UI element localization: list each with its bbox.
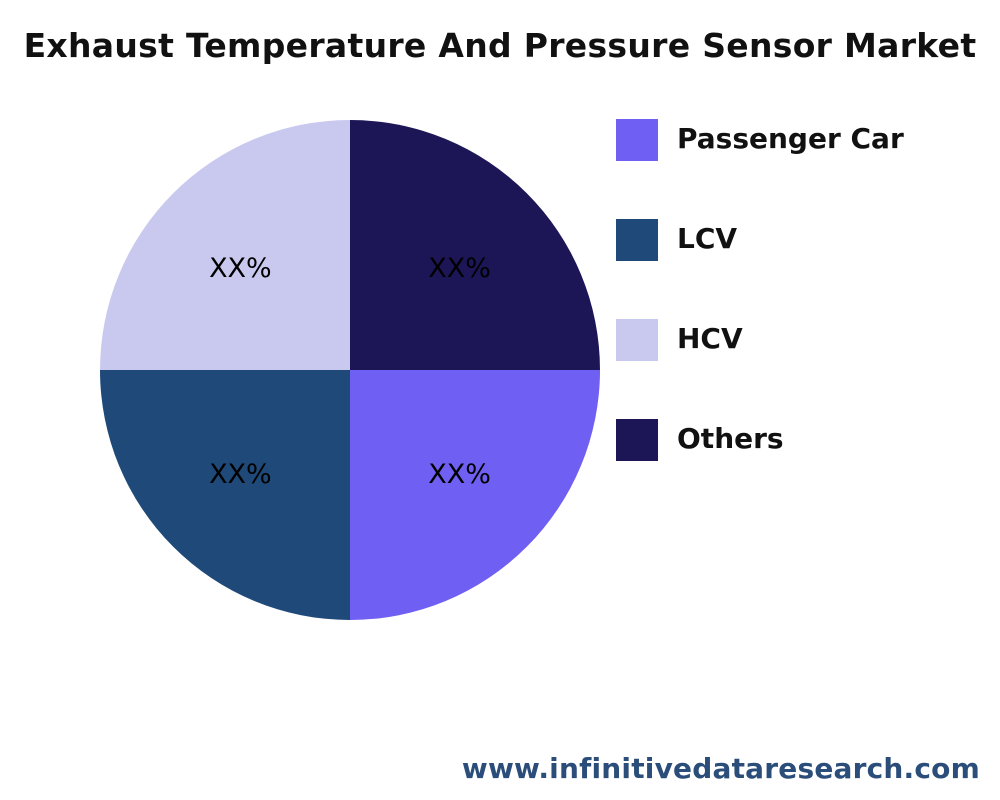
legend-swatch-hcv: [616, 319, 658, 361]
legend-label-passenger-car: Passenger Car: [677, 122, 904, 155]
pie-slice-lcv: [100, 370, 350, 620]
legend-swatch-passenger-car: [616, 119, 658, 161]
slice-label-lcv: XX%: [209, 459, 272, 490]
slice-label-passenger-car: XX%: [428, 459, 491, 490]
slice-label-hcv: XX%: [209, 253, 272, 284]
source-link[interactable]: www.infinitivedataresearch.com: [461, 752, 980, 785]
pie-slice-others: [350, 120, 600, 370]
legend-label-others: Others: [677, 422, 784, 455]
pie-slice-passenger-car: [350, 370, 600, 620]
legend-label-hcv: HCV: [677, 322, 743, 355]
legend-label-lcv: LCV: [677, 222, 738, 255]
slice-label-others: XX%: [428, 253, 491, 284]
legend-swatch-lcv: [616, 219, 658, 261]
chart-title: Exhaust Temperature And Pressure Sensor …: [23, 26, 977, 65]
legend-swatch-others: [616, 419, 658, 461]
pie-slice-hcv: [100, 120, 350, 370]
